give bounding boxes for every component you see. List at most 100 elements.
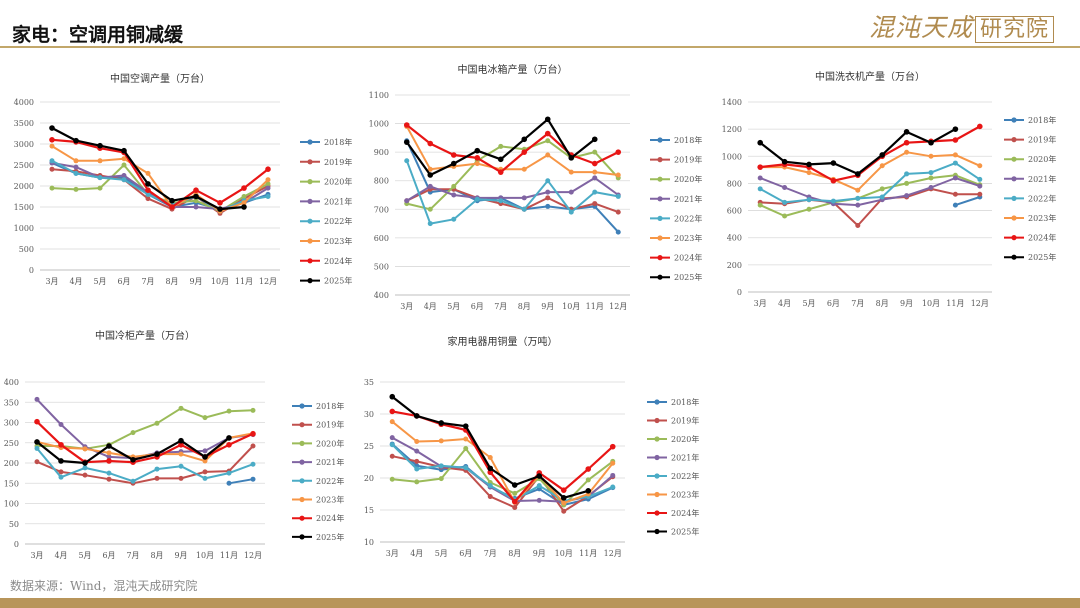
x-tick-label: 5月 (93, 277, 106, 286)
y-tick-label: 1100 (369, 91, 389, 100)
x-tick-label: 6月 (459, 549, 472, 558)
legend-marker (307, 179, 313, 185)
data-point (121, 156, 127, 162)
data-point (169, 197, 175, 204)
data-point (463, 436, 469, 442)
data-point (952, 137, 959, 143)
data-point (497, 169, 504, 175)
legend-item: 2022年 (647, 471, 699, 481)
data-point (438, 476, 444, 482)
legend-item: 2018年 (647, 397, 699, 407)
series-2018 (952, 194, 983, 208)
data-point (97, 142, 103, 149)
data-point (226, 470, 232, 476)
data-point (568, 189, 574, 195)
data-point (568, 169, 574, 175)
series-line (406, 139, 620, 211)
data-point (830, 160, 837, 166)
legend-item: 2025年 (647, 527, 699, 537)
data-point (487, 494, 493, 500)
data-point (928, 153, 934, 159)
data-point (757, 139, 763, 146)
series-line (36, 447, 254, 483)
data-point (389, 419, 395, 425)
legend-label: 2024年 (671, 508, 699, 518)
legend-marker (299, 440, 305, 446)
data-point (106, 443, 112, 449)
data-point (226, 408, 232, 414)
y-tick-label: 1200 (722, 125, 742, 134)
series-line (760, 151, 981, 192)
series-line (955, 196, 981, 207)
legend-label: 2019年 (674, 155, 702, 165)
data-point (585, 466, 592, 472)
data-point (451, 183, 457, 189)
data-point (463, 465, 469, 471)
y-tick-label: 20 (364, 474, 374, 483)
data-point (536, 497, 542, 503)
chart-washer-production: 中国洗衣机产量（万台） 0 200 400 600 800 1000 1200 1400 3月 4月… (720, 60, 1070, 320)
data-point (615, 172, 621, 178)
data-point (474, 196, 480, 202)
series-line (36, 420, 254, 464)
legend-label: 2022年 (674, 213, 702, 223)
legend-item: 2023年 (647, 490, 699, 500)
data-point (58, 422, 64, 428)
data-point (781, 158, 788, 165)
legend-marker (654, 436, 660, 442)
legend-label: 2024年 (324, 256, 352, 266)
data-point (121, 147, 127, 154)
legend-item: 2024年 (647, 508, 699, 518)
legend-item: 2025年 (650, 272, 702, 282)
legend-item: 2020年 (647, 434, 699, 444)
legend-label: 2023年 (316, 495, 344, 505)
x-tick-label: 12月 (259, 277, 277, 286)
series-line (406, 124, 619, 174)
data-point (952, 152, 958, 158)
legend-marker (1011, 117, 1017, 123)
data-point (904, 149, 910, 155)
x-tick-label: 6月 (117, 277, 130, 286)
legend-item: 2025年 (1004, 252, 1056, 262)
data-point (487, 455, 493, 461)
data-point (451, 192, 457, 198)
data-point (952, 126, 959, 132)
y-tick-label: 200 (4, 459, 19, 468)
legend-label: 2018年 (674, 135, 702, 145)
x-tick-label: 3月 (45, 277, 58, 286)
legend-label: 2023年 (674, 233, 702, 243)
x-tick-label: 4月 (424, 302, 437, 311)
data-point (977, 183, 983, 189)
data-point (561, 500, 567, 506)
legend-marker (299, 422, 305, 428)
legend-item: 2024年 (292, 513, 344, 523)
legend-label: 2022年 (671, 471, 699, 481)
data-point (241, 204, 247, 210)
data-point (250, 407, 256, 413)
y-tick-label: 1500 (14, 203, 34, 212)
legend-item: 2019年 (650, 155, 702, 165)
chart-freezer-production: 中国冷柜产量（万台） 0 50 100 150 200 250 300 350 400 3月 4月 5月… (0, 325, 350, 575)
data-point (121, 162, 127, 168)
data-point (130, 456, 136, 463)
data-point (145, 181, 151, 187)
data-point (928, 185, 934, 190)
data-point (591, 160, 598, 167)
y-tick-label: 2000 (14, 182, 34, 191)
x-tick-label: 8月 (876, 299, 889, 308)
x-tick-label: 10月 (555, 549, 573, 558)
data-point (154, 466, 160, 472)
y-tick-label: 1000 (722, 152, 742, 161)
y-tick-label: 25 (364, 442, 374, 451)
series-line (391, 443, 614, 506)
data-point (154, 451, 160, 457)
legend-label: 2023年 (671, 490, 699, 500)
x-tick-label: 6月 (102, 551, 115, 560)
legend-item: 2025年 (300, 276, 352, 286)
data-point (615, 209, 621, 215)
data-point (82, 472, 88, 478)
chart-svg: 家用电器用铜量（万吨） 10 15 20 25 30 35 3月 4月 5月 6月 7月 8月 9月 10月… (364, 335, 700, 558)
data-point (879, 194, 885, 200)
data-point (487, 465, 494, 472)
data-point (49, 158, 55, 164)
